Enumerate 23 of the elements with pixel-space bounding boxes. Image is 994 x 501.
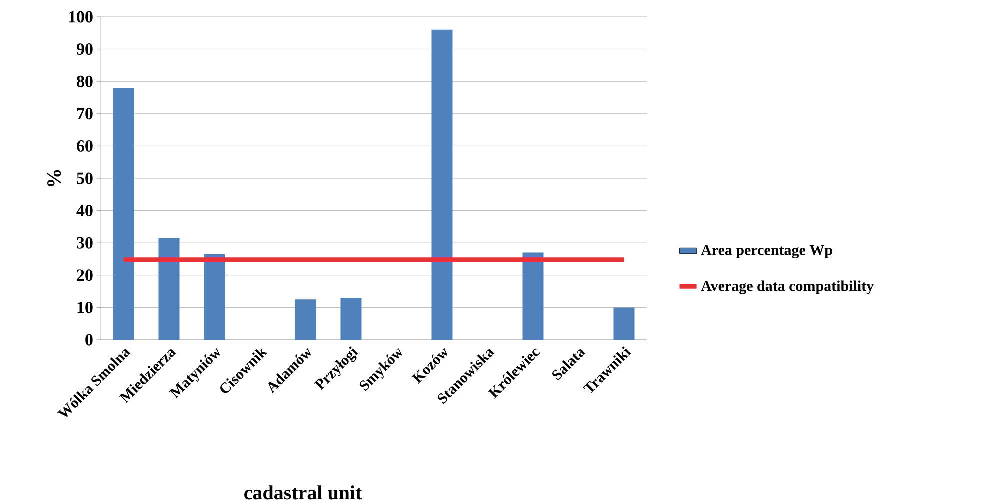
bar [204,254,226,340]
y-tick-label: 0 [86,334,93,346]
y-axis-title: % [48,170,62,186]
y-tick-label: 60 [77,140,93,152]
bar [432,30,453,340]
y-tick-label: 100 [69,11,93,23]
y-tick-label: 80 [77,76,93,88]
bar [158,238,180,340]
y-tick-label: 10 [78,302,93,314]
bar [295,300,316,340]
y-tick-label: 20 [77,270,93,282]
y-tick-label: 50 [77,172,93,184]
y-tick-label: 90 [76,44,93,56]
legend-label: Area percentage Wp [701,245,832,258]
x-axis-title: cadastral unit [244,486,362,500]
bar [340,298,362,340]
y-tick-label: 40 [76,205,93,217]
bar [113,88,134,340]
legend-label: Average data compatibility [701,280,874,294]
y-tick-label: 30 [77,237,93,249]
y-tick-label: 70 [77,108,93,120]
bar [522,252,544,340]
bar [614,308,635,340]
